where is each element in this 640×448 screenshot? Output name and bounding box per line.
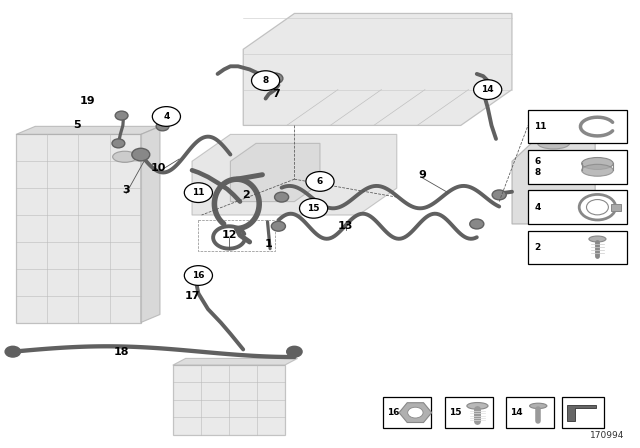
Ellipse shape [582,164,613,176]
Ellipse shape [589,236,606,242]
Text: 16: 16 [192,271,205,280]
Ellipse shape [467,402,488,409]
Text: 12: 12 [221,230,237,240]
Bar [383,397,431,428]
Circle shape [306,172,334,191]
Ellipse shape [530,403,547,409]
Text: 6
8: 6 8 [534,157,541,177]
Bar [611,204,621,211]
Circle shape [252,71,280,90]
Text: 4: 4 [163,112,170,121]
Circle shape [132,148,150,161]
Circle shape [156,122,169,131]
Bar [528,190,627,224]
Circle shape [300,198,328,218]
Text: 15: 15 [307,204,320,213]
Polygon shape [16,134,141,323]
Text: 17: 17 [184,291,200,301]
Circle shape [152,107,180,126]
Circle shape [492,190,506,200]
Circle shape [586,199,609,215]
Text: 2: 2 [243,190,250,200]
Ellipse shape [113,151,137,162]
Bar [528,150,627,184]
Text: 14: 14 [481,85,494,94]
Bar [506,397,554,428]
Circle shape [271,221,285,231]
Bar [562,397,604,428]
Polygon shape [512,143,595,224]
Text: 9: 9 [419,170,426,180]
Polygon shape [141,126,160,323]
Text: 5: 5 [73,121,81,130]
Text: 1: 1 [265,239,273,249]
Circle shape [184,183,212,202]
Text: 7: 7 [273,89,280,99]
Circle shape [185,268,205,283]
Text: 10: 10 [151,163,166,173]
Polygon shape [230,143,320,202]
Polygon shape [173,365,285,435]
Circle shape [408,407,423,418]
Circle shape [115,111,128,120]
Circle shape [474,80,502,99]
Ellipse shape [582,158,613,169]
Polygon shape [243,13,512,125]
Circle shape [5,346,20,357]
Text: 19: 19 [80,96,95,106]
Polygon shape [399,403,432,422]
Circle shape [112,139,125,148]
Text: 11: 11 [192,188,205,197]
Circle shape [268,73,283,84]
Bar [445,397,493,428]
Polygon shape [567,405,596,421]
Circle shape [470,219,484,229]
Text: 16: 16 [387,408,400,417]
Text: 6: 6 [317,177,323,186]
Ellipse shape [538,138,570,149]
Circle shape [184,266,212,285]
Text: 15: 15 [449,408,462,417]
Bar [528,231,627,264]
Text: 170994: 170994 [589,431,624,440]
Bar [528,110,627,143]
Text: 2: 2 [534,243,541,252]
Text: 13: 13 [338,221,353,231]
Circle shape [287,346,302,357]
Text: 3: 3 [122,185,130,195]
Polygon shape [192,134,397,215]
Polygon shape [16,126,160,134]
Circle shape [275,192,289,202]
Text: 8: 8 [262,76,269,85]
Text: 4: 4 [534,202,541,212]
Text: 14: 14 [510,408,523,417]
Text: 11: 11 [534,122,547,131]
Text: 18: 18 [114,347,129,357]
Polygon shape [173,358,298,365]
